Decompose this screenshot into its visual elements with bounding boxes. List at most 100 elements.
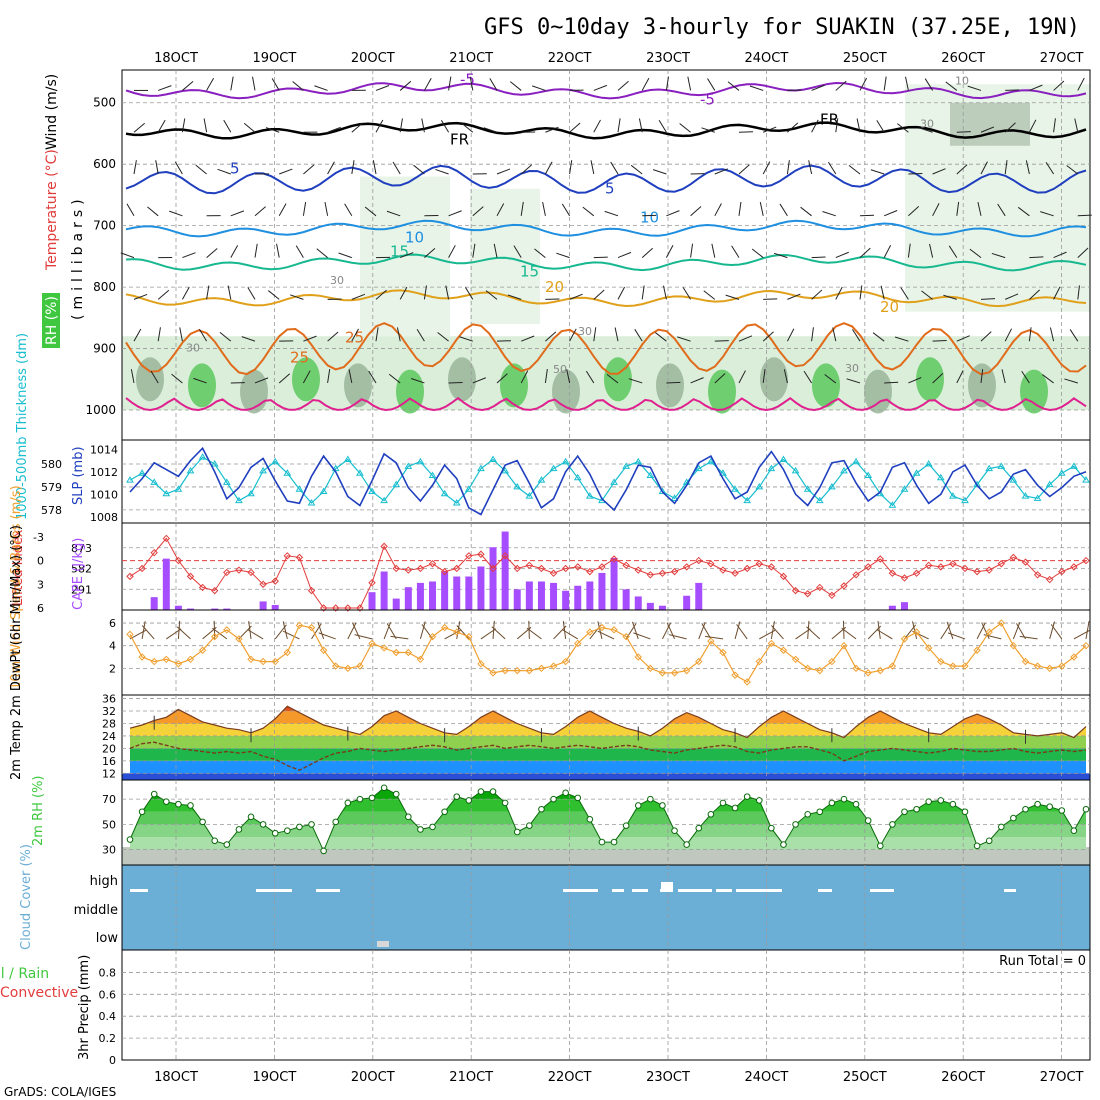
- axis-label-slp: SLP (mb): [71, 446, 86, 505]
- wind-barb: [762, 331, 774, 342]
- rh-marker: [538, 805, 545, 813]
- axis-label-temp: 2m Temp 2m DewPt (6hr Min/Max) (°C): [9, 525, 24, 780]
- wind-barb-10m: [354, 634, 373, 640]
- wind-speed-marker: [162, 655, 171, 664]
- wind-barb: [859, 77, 868, 91]
- rh-marker: [1034, 800, 1041, 808]
- wind-barb: [1004, 122, 1016, 133]
- lifted-index-marker: [864, 563, 872, 571]
- lifted-index-marker: [537, 564, 546, 573]
- thickness-marker: [815, 496, 824, 504]
- cape-panel-frame: [121, 522, 1091, 611]
- thickness-marker: [549, 464, 558, 472]
- wind-barb: [1028, 119, 1037, 133]
- wind-barb: [852, 329, 861, 342]
- cape-bar: [404, 587, 412, 610]
- dewpoint-line: [129, 741, 1087, 771]
- wind-barb-10m: [1050, 624, 1063, 640]
- wind-speed-line: [129, 622, 1087, 683]
- x-tick-label-top: 21OCT: [449, 51, 493, 66]
- wind-barb: [808, 160, 813, 175]
- thickness-marker: [1057, 469, 1066, 476]
- x-tick-label-bottom: 20OCT: [351, 1070, 395, 1085]
- wind-barb: [206, 285, 210, 300]
- rh-marker: [501, 799, 509, 807]
- rh-shade-blob: [812, 363, 840, 408]
- wind-speed-marker: [537, 664, 546, 673]
- wind-speed-marker: [259, 657, 267, 666]
- rh-shade-region: [950, 102, 1030, 146]
- wind-barb: [327, 161, 335, 175]
- wind-speed-marker: [622, 632, 630, 641]
- wind-barb: [1053, 80, 1065, 91]
- thickness-marker: [949, 492, 957, 499]
- x-tick-label-top: 27OCT: [1040, 51, 1084, 66]
- lifted-index-marker: [271, 577, 279, 585]
- lifted-index-marker: [198, 583, 207, 592]
- isotherm-line: [125, 164, 1087, 195]
- isotherm-label: 20: [880, 298, 899, 316]
- wind-barb: [738, 335, 753, 342]
- wind-speed-marker: [876, 666, 884, 675]
- cape-bar: [683, 595, 691, 610]
- thickness-marker: [985, 464, 994, 472]
- lifted-index-marker: [477, 550, 485, 558]
- wind-barb: [977, 202, 982, 216]
- rh-marker: [743, 793, 751, 800]
- rh-marker: [997, 823, 1005, 831]
- wind-barb: [682, 287, 692, 300]
- cape-bar: [622, 589, 630, 610]
- rh-marker: [320, 847, 327, 855]
- wind-speed-marker: [186, 655, 195, 664]
- rh-marker: [332, 818, 340, 826]
- lifted-index-marker: [622, 561, 630, 570]
- pressure-axis-title: (millibars): [70, 194, 86, 320]
- y-tick-rh: 50: [102, 818, 116, 831]
- axis-label-precip: 3hr Precip (mm): [77, 955, 92, 1060]
- rh-marker: [368, 794, 376, 802]
- wind-speed-marker: [791, 655, 800, 664]
- cape-bar: [223, 608, 231, 610]
- wind-barb: [763, 126, 777, 133]
- thickness-marker: [803, 485, 812, 492]
- wind-barb: [219, 331, 232, 342]
- wind-barb: [617, 251, 632, 259]
- y-tick-temp: 20: [102, 742, 116, 755]
- chart-title: GFS 0~10day 3-hourly for SUAKIN (37.25E,…: [484, 15, 1080, 40]
- isotherm-line: [125, 289, 1087, 308]
- wind-speed-marker: [561, 657, 570, 666]
- lifted-index-marker: [126, 572, 134, 581]
- thickness-marker: [658, 487, 667, 495]
- x-tick-label-bottom: 23OCT: [646, 1070, 690, 1085]
- wind-barb-10m: [318, 632, 336, 640]
- wind-barb: [493, 243, 498, 258]
- wind-barb: [641, 247, 653, 258]
- wind-barb: [593, 327, 597, 342]
- precip-panel-frame: [121, 949, 1091, 1061]
- wind-speed-marker: [489, 669, 497, 677]
- lifted-index-marker: [247, 568, 255, 577]
- thickness-marker: [464, 485, 473, 492]
- y-tick-rh: 70: [102, 793, 116, 806]
- wind-barb: [1077, 77, 1085, 91]
- wind-barb: [531, 85, 546, 91]
- wind-barb: [679, 123, 691, 133]
- wind-barb: [182, 81, 194, 91]
- lifted-index-marker: [416, 564, 425, 573]
- cape-bar: [441, 571, 449, 610]
- y-tick-precip: 0.4: [99, 1010, 117, 1023]
- wind-barb: [824, 374, 837, 384]
- wind-barb: [1021, 370, 1030, 384]
- run-total-label: Run Total = 0: [999, 954, 1086, 969]
- wind-barb: [1004, 328, 1012, 342]
- wind-speed-marker: [973, 646, 981, 654]
- wind-barb: [388, 373, 401, 384]
- thickness-marker: [440, 489, 449, 497]
- wind-speed-marker: [924, 644, 933, 652]
- wind-barb: [133, 328, 142, 342]
- cloud-segment-high: [1004, 889, 1016, 892]
- lifted-index-marker: [440, 567, 449, 576]
- wind-barb: [835, 286, 843, 300]
- wind-barb: [666, 210, 680, 217]
- rh-marker: [211, 837, 219, 845]
